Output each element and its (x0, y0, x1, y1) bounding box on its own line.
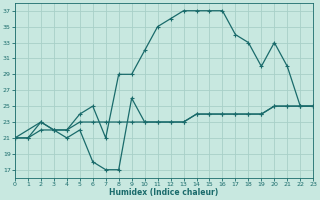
X-axis label: Humidex (Indice chaleur): Humidex (Indice chaleur) (109, 188, 219, 197)
